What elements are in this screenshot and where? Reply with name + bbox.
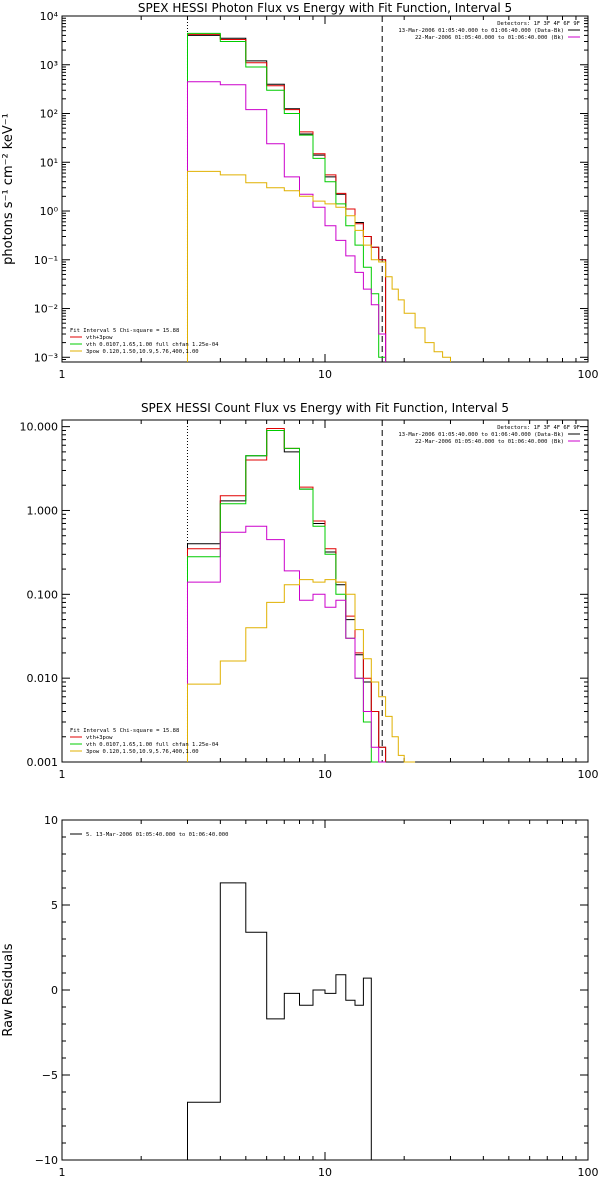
chart-panel-2: SPEX HESSI Count Flux vs Energy with Fit… — [20, 401, 599, 781]
series-black — [187, 430, 387, 762]
y-tick-label: 10⁴ — [40, 10, 59, 23]
y-tick-label: 10⁰ — [40, 205, 59, 218]
y-tick-label: 10¹ — [40, 156, 58, 169]
fit-legend-entry: 3pow 0.120,1.50,10.9,5.76,400,1.00 — [86, 349, 199, 355]
y-tick-label: 0.010 — [27, 672, 59, 685]
x-tick-label: 100 — [578, 368, 599, 381]
y-axis-label: Raw Residuals — [1, 943, 16, 1036]
series-yellow — [187, 579, 416, 763]
series-magenta — [187, 81, 387, 362]
y-tick-label: 10⁻¹ — [34, 254, 58, 267]
x-tick-label: 100 — [578, 1166, 599, 1179]
series-red — [187, 33, 387, 362]
fit-legend-entry: vth+3pow — [86, 735, 113, 741]
y-tick-label: 0 — [51, 984, 58, 997]
y-tick-label: 0.001 — [27, 756, 59, 769]
series-black — [187, 882, 372, 1160]
series-green — [187, 430, 386, 763]
chart-panel-3: 1 10 100 −10 −5 0 5 10 Raw Residuals 5. 13-Mar-20… — [1, 814, 599, 1179]
plot-frame — [61, 15, 589, 363]
fit-legend-entry: 3pow 0.120,1.50,10.9,5.76,400,1.00 — [86, 749, 199, 755]
time-interval-label: 22-Mar-2006 01:05:40.000 to 01:06:40.000… — [415, 439, 564, 445]
series-red — [187, 428, 387, 762]
chart-title: SPEX HESSI Count Flux vs Energy with Fit… — [141, 401, 509, 415]
y-tick-label: 10.000 — [20, 421, 59, 434]
detectors-label: Detectors: 1F 3F 4F 6F 9F — [497, 425, 580, 431]
x-tick-label: 1 — [59, 1166, 66, 1179]
x-tick-label: 10 — [318, 1166, 332, 1179]
series-magenta — [187, 525, 386, 763]
plot-frame — [61, 419, 589, 763]
x-tick-label: 1 — [59, 768, 66, 781]
series-black — [187, 34, 387, 362]
fit-legend-entry: vth 0.0107,1.65,1.00 full chfan 1.25e-04 — [86, 742, 219, 748]
y-tick-label: 10 — [44, 814, 58, 827]
y-tick-label: 5 — [51, 899, 58, 912]
chart-title: SPEX HESSI Photon Flux vs Energy with Fi… — [138, 1, 512, 15]
time-interval-label: 13-Mar-2006 01:05:40.000 to 01:06:40.000… — [398, 432, 564, 438]
y-tick-label: −5 — [42, 1069, 58, 1082]
y-tick-label: −10 — [35, 1154, 58, 1167]
residual-legend-entry: 5. 13-Mar-2006 01:05:40.000 to 01:06:40.… — [86, 832, 228, 838]
series-yellow — [187, 170, 451, 362]
y-axis-label: photons s⁻¹ cm⁻² keV⁻¹ — [1, 113, 16, 265]
y-tick-label: 0.100 — [27, 588, 59, 601]
series-green — [187, 32, 387, 362]
y-tick-label: 10⁻² — [34, 303, 58, 316]
y-tick-label: 10² — [40, 108, 58, 121]
chart-panel-1: SPEX HESSI Photon Flux vs Energy with Fi… — [1, 1, 599, 381]
detectors-label: Detectors: 1F 3F 4F 6F 9F — [497, 21, 580, 27]
x-tick-label: 1 — [59, 368, 66, 381]
fit-legend-entry: vth+3pow — [86, 335, 113, 341]
x-tick-label: 100 — [578, 768, 599, 781]
time-interval-label: 13-Mar-2006 01:05:40.000 to 01:06:40.000… — [398, 28, 564, 34]
fit-legend-entry: vth 0.0107,1.65,1.00 full chfan 1.25e-04 — [86, 342, 219, 348]
fit-legend-header: Fit Interval 5 Chi-square = 15.88 — [70, 728, 179, 734]
x-tick-label: 10 — [318, 768, 332, 781]
y-tick-label: 10⁻³ — [34, 351, 58, 364]
time-interval-label: 22-Mar-2006 01:05:40.000 to 01:06:40.000… — [415, 35, 564, 41]
y-tick-label: 10³ — [40, 59, 58, 72]
fit-legend-header: Fit Interval 5 Chi-square = 15.88 — [70, 328, 179, 334]
x-tick-label: 10 — [318, 368, 332, 381]
y-tick-label: 1.000 — [27, 504, 59, 517]
